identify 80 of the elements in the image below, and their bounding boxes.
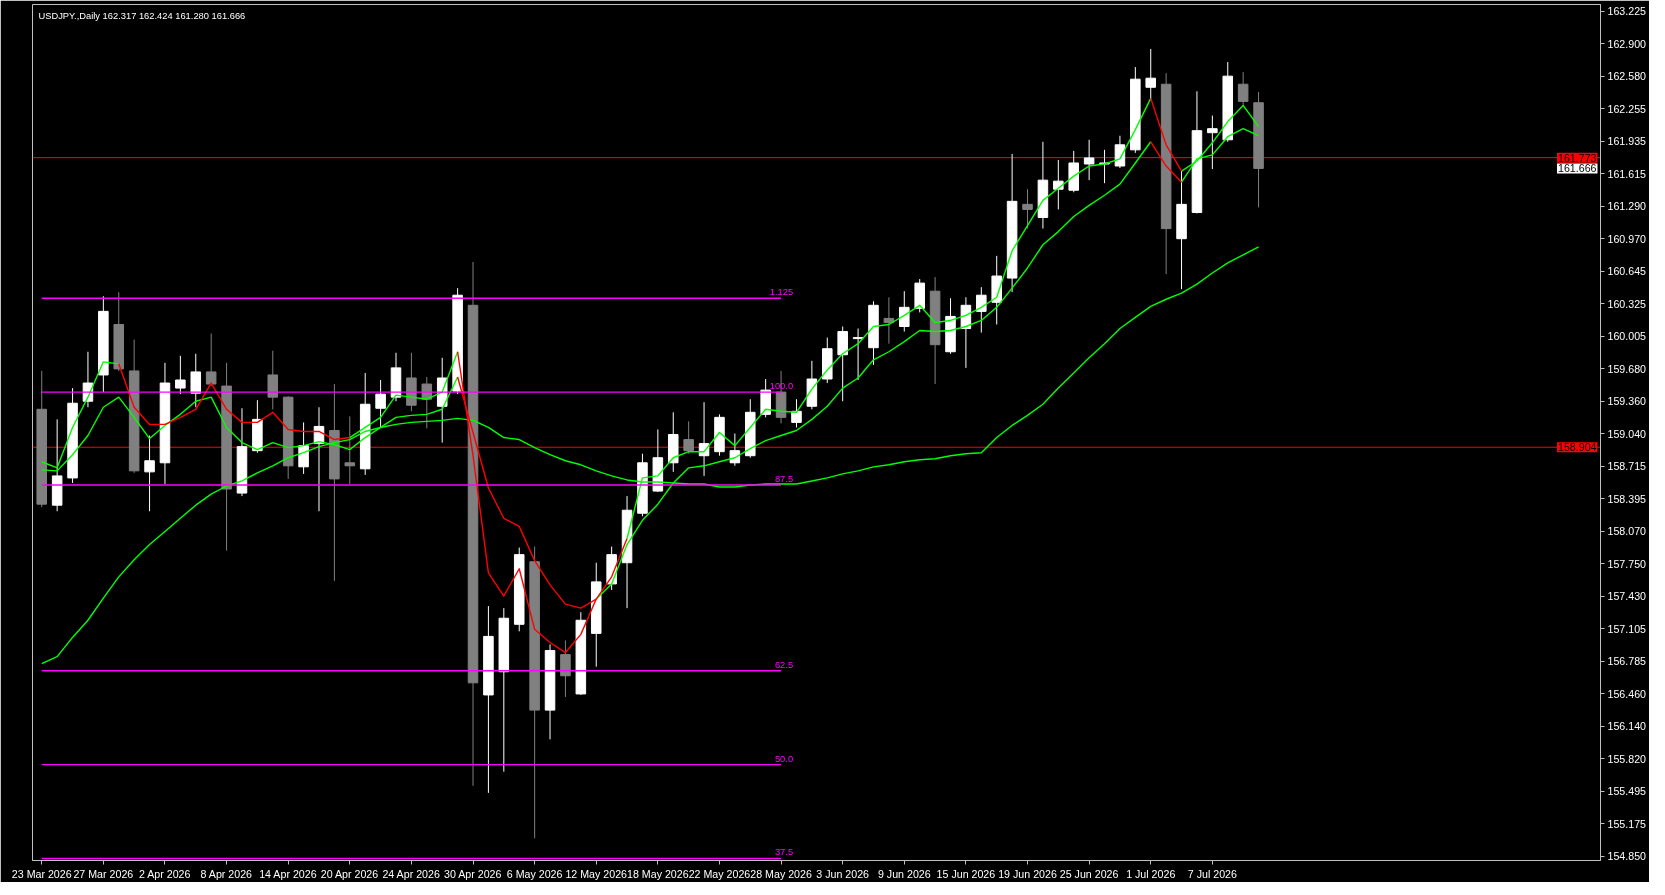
series-label: 62.5 xyxy=(774,659,794,670)
y-tick-label: 157.105 xyxy=(1607,622,1647,635)
y-tick-label: 162.580 xyxy=(1607,70,1647,83)
series-label: 50.0 xyxy=(774,753,794,764)
y-tick-label: 157.750 xyxy=(1607,557,1647,570)
candlestick xyxy=(837,326,848,402)
y-tick-label: 159.040 xyxy=(1607,427,1647,440)
y-tick-label: 159.360 xyxy=(1607,395,1647,408)
y-tick-label: 158.715 xyxy=(1607,460,1647,473)
y-tick-label: 158.070 xyxy=(1607,525,1647,538)
candlestick xyxy=(298,421,309,475)
x-tick-label: 15 Jun 2026 xyxy=(936,867,996,880)
candlestick xyxy=(175,355,186,395)
candlestick xyxy=(976,286,987,334)
y-tick-label: 161.615 xyxy=(1607,167,1647,180)
x-tick-label: 8 Apr 2026 xyxy=(200,867,253,880)
y-tick-label: 161.935 xyxy=(1607,135,1647,148)
candlestick xyxy=(205,333,217,387)
y-tick-label: 156.140 xyxy=(1607,720,1647,733)
series-label: 37.5 xyxy=(774,847,794,858)
candlestick xyxy=(960,296,972,369)
x-tick-label: 7 Jul 2026 xyxy=(1187,867,1238,880)
x-tick-label: 3 Jun 2026 xyxy=(816,867,870,880)
x-tick-label: 18 May 2026 xyxy=(627,867,689,880)
candlestick xyxy=(375,379,386,428)
x-tick-label: 30 Apr 2026 xyxy=(443,867,502,880)
y-tick-label: 162.255 xyxy=(1607,102,1647,115)
series-label: 100.0 xyxy=(769,381,794,392)
y-tick-label: 160.645 xyxy=(1607,265,1647,278)
y-tick-label: 155.175 xyxy=(1607,817,1647,830)
candlestick xyxy=(1145,48,1157,101)
y-tick-label: 154.850 xyxy=(1607,850,1647,863)
text: 161.666 xyxy=(1557,162,1597,175)
candlestick xyxy=(1083,139,1095,181)
x-tick-label: 25 Jun 2026 xyxy=(1059,867,1119,880)
series-label: 87.5 xyxy=(774,473,794,484)
x-tick-label: 23 Mar 2026 xyxy=(11,867,72,880)
x-tick-label: 1 Jul 2026 xyxy=(1126,867,1176,880)
x-tick-label: 24 Apr 2026 xyxy=(382,867,440,880)
x-tick-label: 6 May 2026 xyxy=(506,867,563,880)
x-tick-label: 19 Jun 2026 xyxy=(998,867,1057,880)
y-tick-label: 157.430 xyxy=(1607,590,1647,603)
x-tick-label: 20 Apr 2026 xyxy=(320,867,379,880)
x-tick-label: 14 Apr 2026 xyxy=(259,867,317,880)
candlestick xyxy=(683,420,694,455)
x-tick-label: 9 Jun 2026 xyxy=(877,867,931,880)
candlestick xyxy=(560,639,571,698)
y-tick-label: 155.820 xyxy=(1607,752,1647,765)
y-tick-label: 160.325 xyxy=(1607,297,1647,310)
y-tick-label: 156.460 xyxy=(1607,687,1647,700)
y-tick-label: 162.900 xyxy=(1607,37,1647,50)
y-tick-label: 158.395 xyxy=(1607,492,1647,505)
candlestick xyxy=(791,398,802,428)
candlestick xyxy=(729,433,741,467)
y-tick-label: 160.970 xyxy=(1607,232,1647,245)
candlestick xyxy=(344,415,356,485)
candlestick xyxy=(883,296,895,345)
x-tick-label: 2 Apr 2026 xyxy=(138,867,191,880)
series-label: 1.125 xyxy=(769,287,794,298)
candlestick xyxy=(1022,188,1033,230)
y-tick-label: 159.680 xyxy=(1607,362,1647,375)
y-tick-label: 160.005 xyxy=(1607,330,1647,343)
candlestick xyxy=(144,435,155,512)
ref-line-label: 161.773 xyxy=(1557,151,1597,164)
candlestick xyxy=(1207,115,1218,170)
x-tick-label: 28 May 2026 xyxy=(750,867,812,880)
y-tick-label: 163.225 xyxy=(1607,5,1647,18)
y-tick-label: 161.290 xyxy=(1607,200,1647,213)
candlestick xyxy=(1237,71,1249,106)
candlestick xyxy=(899,290,910,333)
ref-line-label: 158.904 xyxy=(1557,441,1597,454)
x-tick-label: 12 May 2026 xyxy=(565,867,628,880)
y-tick-label: 155.495 xyxy=(1607,785,1647,798)
x-tick-label: 27 Mar 2026 xyxy=(73,867,134,880)
candlestick xyxy=(190,353,202,408)
y-tick-label: 156.785 xyxy=(1607,655,1647,668)
candlestick xyxy=(852,328,864,381)
x-tick-label: 22 May 2026 xyxy=(688,867,751,880)
candlestick xyxy=(267,350,279,410)
text: USDJPY.,Daily 162.317 162.424 161.280 161.666 xyxy=(38,10,246,21)
